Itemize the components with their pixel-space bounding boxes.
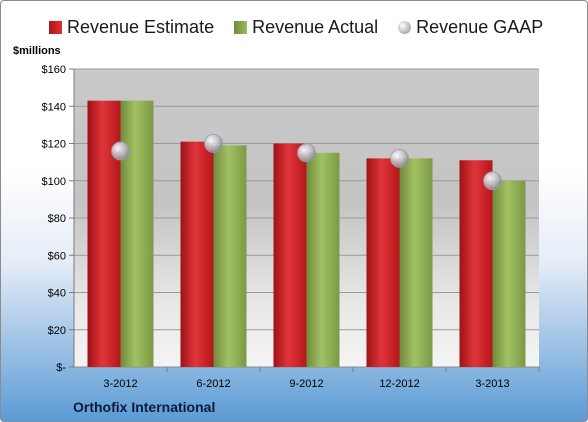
marker-revenue-gaap	[204, 134, 223, 153]
actual-swatch-icon	[234, 21, 248, 34]
bar-revenue-estimate	[87, 100, 121, 367]
estimate-swatch-icon	[49, 21, 62, 34]
bar-revenue-actual	[399, 158, 433, 367]
marker-revenue-gaap	[111, 141, 130, 161]
bar-revenue-actual	[306, 152, 340, 367]
legend-label-gaap: Revenue GAAP	[416, 17, 544, 37]
y-tick-label: $40	[48, 288, 66, 300]
legend-item-estimate: Revenue Estimate	[49, 17, 214, 38]
y-tick-label: $160	[42, 64, 66, 76]
x-tick-label: 3-2012	[103, 378, 137, 390]
bar-revenue-estimate	[459, 160, 493, 367]
y-tick-label: $120	[42, 139, 66, 151]
company-name: Orthofix International	[73, 399, 216, 415]
x-tick-label: 6-2012	[196, 378, 230, 390]
bar-revenue-actual	[492, 180, 526, 367]
legend-label-actual: Revenue Actual	[252, 17, 379, 37]
x-tick-label: 3-2013	[475, 378, 509, 390]
legend-item-gaap: Revenue GAAP	[398, 17, 543, 38]
gaap-marker-icon	[398, 21, 412, 34]
bar-revenue-estimate	[273, 143, 307, 367]
marker-revenue-gaap	[297, 143, 316, 163]
bar-revenue-estimate	[180, 141, 214, 367]
y-tick-label: $-	[56, 362, 66, 374]
bar-revenue-estimate	[366, 158, 400, 367]
legend-label-estimate: Revenue Estimate	[67, 17, 215, 37]
bar-revenue-actual	[213, 145, 247, 367]
y-tick-label: $80	[48, 213, 66, 225]
y-tick-label: $60	[48, 250, 66, 262]
y-tick-label: $20	[48, 325, 66, 337]
x-tick-label: 12-2012	[379, 378, 419, 390]
bar-revenue-actual	[120, 100, 154, 367]
chart-legend: Revenue Estimate Revenue Actual Revenue …	[49, 17, 563, 38]
y-tick-label: $140	[42, 101, 66, 113]
y-axis-unit-label: $millions	[13, 45, 61, 57]
x-tick-label: 9-2012	[289, 378, 323, 390]
marker-revenue-gaap	[483, 171, 502, 191]
marker-revenue-gaap	[390, 148, 409, 168]
legend-item-actual: Revenue Actual	[234, 17, 378, 38]
y-tick-label: $100	[42, 176, 66, 188]
